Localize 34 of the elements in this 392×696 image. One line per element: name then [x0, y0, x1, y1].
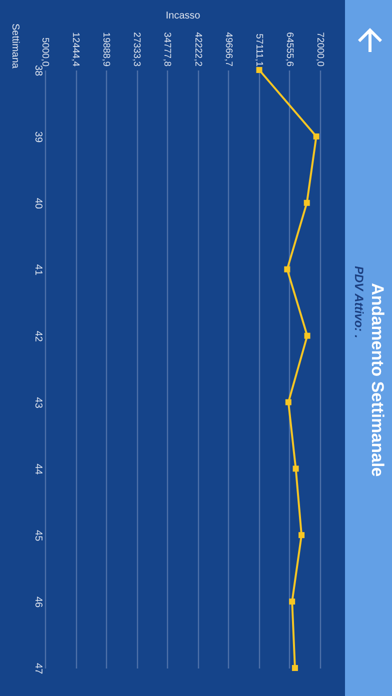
text: PDV Attivo: . [352, 266, 366, 338]
x-tick-label: 49666,7 [222, 32, 234, 66]
y-axis-title: Settimana [10, 23, 20, 69]
x-tick-label: 57111,1 [253, 34, 264, 66]
x-tick-label: 72000,0 [314, 32, 326, 66]
x-tick-label: 5000,0 [40, 37, 50, 66]
y-tick-label: 39 [32, 131, 44, 143]
y-tick-label: 42 [32, 330, 44, 342]
y-tick-label: 45 [32, 530, 44, 542]
y-tick-label: 43 [32, 397, 44, 409]
y-tick-label: 44 [32, 464, 44, 476]
point [313, 133, 320, 140]
text: Andamento Settimanale [367, 283, 387, 477]
x-tick-label: 12444,4 [70, 32, 82, 66]
point [304, 332, 310, 339]
y-tick-label: 38 [32, 64, 44, 76]
x-tick-label: 64555,6 [284, 32, 295, 66]
x-tick-label: 42222,2 [192, 32, 204, 66]
y-tick-label: 47 [32, 662, 44, 674]
point [298, 532, 305, 538]
x-tick-label: 19888,9 [100, 32, 112, 66]
point [292, 466, 299, 472]
x-tick-label: 34777,8 [162, 32, 173, 66]
point [292, 665, 298, 671]
point [284, 266, 290, 272]
point [256, 67, 262, 73]
x-tick-label: 27333,3 [131, 32, 142, 66]
point [304, 200, 310, 206]
x-axis-title: Incasso [166, 10, 201, 22]
y-tick-label: 41 [32, 264, 44, 276]
y-tick-label: 40 [32, 198, 44, 210]
y-tick-label: 46 [32, 596, 44, 608]
point [285, 399, 292, 406]
point [289, 598, 296, 605]
